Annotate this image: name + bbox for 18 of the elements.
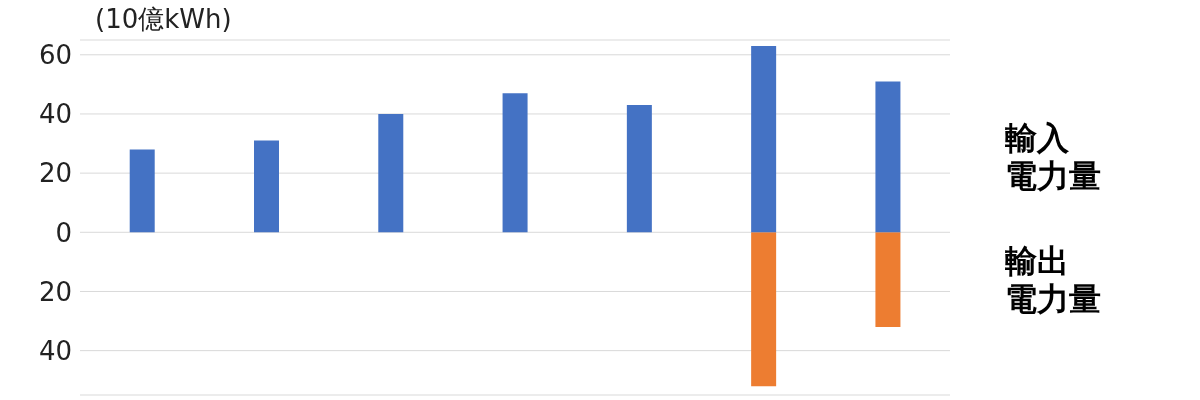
bar xyxy=(751,232,777,387)
bar xyxy=(875,232,901,327)
bar xyxy=(875,81,901,233)
y-tick-label: 60 xyxy=(38,40,72,71)
bar xyxy=(751,45,777,233)
text: 輸出電力量 xyxy=(1005,241,1102,318)
bar xyxy=(502,93,528,233)
y-tick-label: 20 xyxy=(38,158,72,189)
text: 輸入電力量 xyxy=(1005,118,1102,195)
bar xyxy=(626,105,652,233)
y-axis-title: (10億kWh) xyxy=(95,3,232,36)
y-tick-label: 20 xyxy=(38,276,72,307)
bar xyxy=(129,149,155,233)
y-tick-label: 40 xyxy=(38,335,72,366)
y-tick-label: 40 xyxy=(38,99,72,130)
y-tick-label: 0 xyxy=(55,217,72,248)
bar xyxy=(378,113,404,233)
bar xyxy=(254,140,279,233)
